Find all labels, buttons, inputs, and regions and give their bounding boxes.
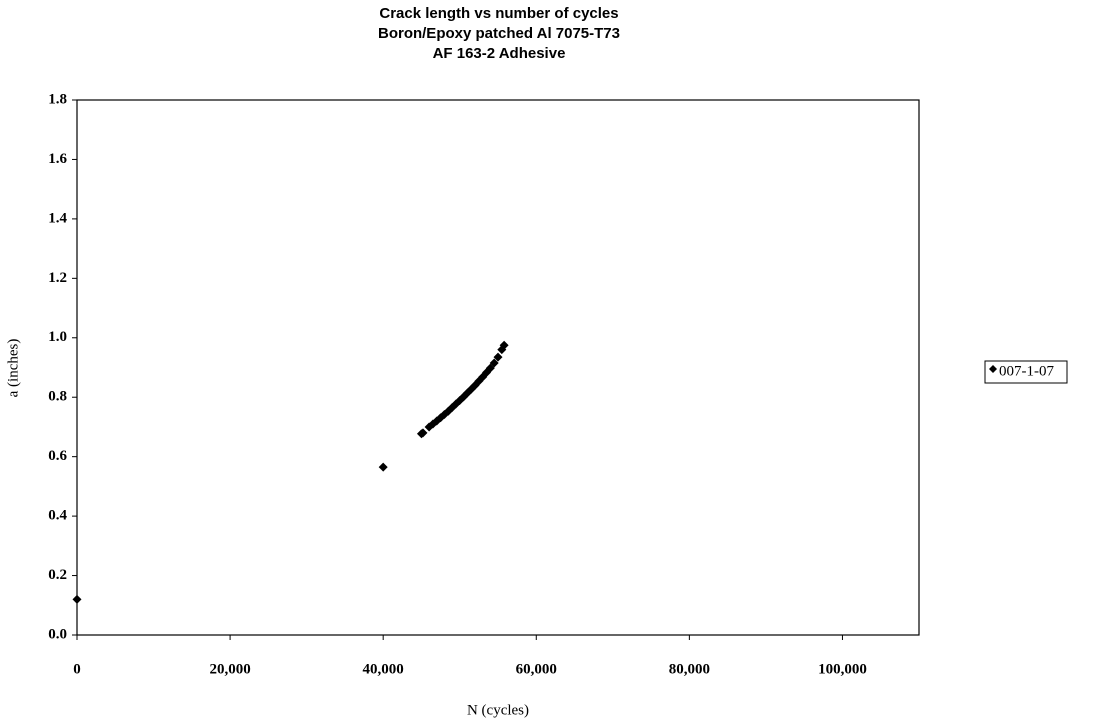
point [499, 340, 509, 350]
x-tick-label: 100,000 [818, 661, 867, 677]
y-tick-label: 1.6 [48, 151, 67, 167]
point [493, 352, 503, 362]
y-tick-label: 1.2 [48, 270, 67, 286]
x-tick-label: 20,000 [209, 661, 250, 677]
y-tick-label: 1.8 [48, 91, 67, 107]
x-tick-label: 0 [73, 661, 81, 677]
y-axis-label: a (inches) [5, 339, 21, 398]
x-tick-label: 80,000 [669, 661, 710, 677]
point [72, 594, 82, 604]
point [418, 428, 428, 438]
x-tick-label: 60,000 [516, 661, 557, 677]
legend-box [984, 360, 1068, 384]
y-tick-label: 0.4 [48, 508, 67, 524]
y-tick-label: 0.6 [48, 448, 67, 464]
x-axis-label: N (cycles) [467, 702, 529, 718]
y-tick-label: 0.8 [48, 389, 67, 405]
y-tick-label: 0.2 [48, 567, 67, 583]
chart-title: Crack length vs number of cycles [379, 5, 618, 22]
point [489, 358, 499, 368]
y-tick-label: 0.0 [48, 626, 67, 642]
chart-title: AF 163-2 Adhesive [433, 45, 566, 62]
y-tick-label: 1.4 [48, 210, 67, 226]
legend-marker [989, 365, 997, 373]
x-tick-label: 40,000 [363, 661, 404, 677]
legend-text: 007-1-07 [999, 363, 1054, 379]
plot-area [76, 99, 920, 636]
point [378, 462, 388, 472]
chart-title: Boron/Epoxy patched Al 7075-T73 [378, 25, 620, 42]
y-tick-label: 1.0 [48, 329, 67, 345]
